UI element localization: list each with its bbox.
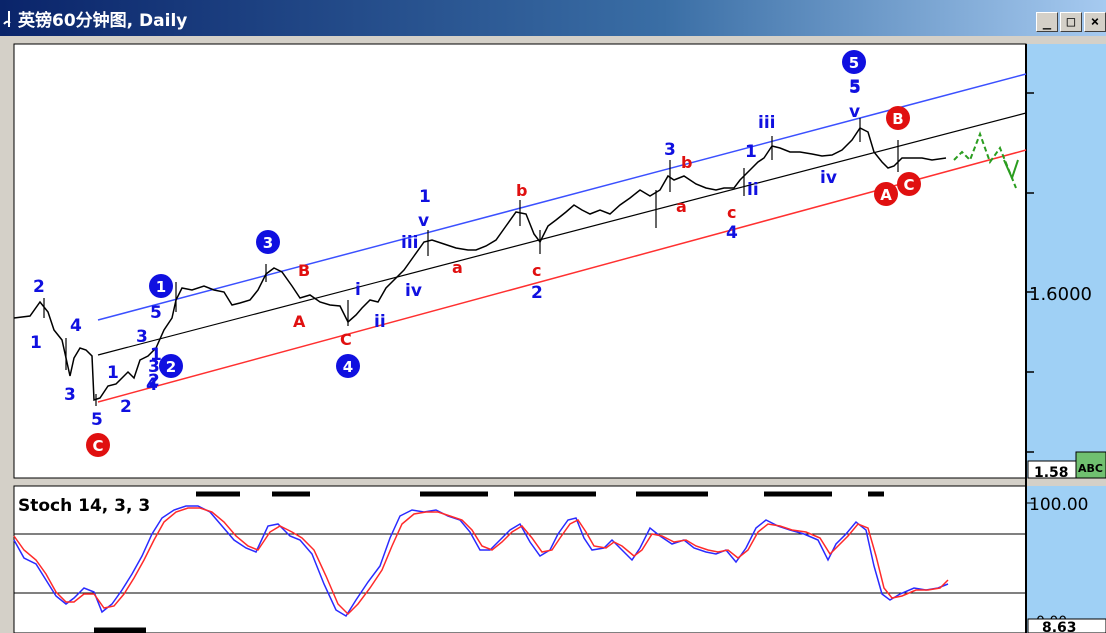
wave-label: c [727, 203, 736, 222]
svg-text:5: 5 [849, 54, 859, 72]
wave-label: A [293, 312, 306, 331]
wave-label: a [452, 258, 463, 277]
circle-label-C: C [897, 172, 921, 196]
red-wave-labels: B A C a b c b a c [293, 153, 736, 349]
svg-text:C: C [92, 437, 103, 455]
stoch-value-tag: 8.63 [1042, 620, 1077, 633]
wave-label: v [849, 102, 860, 122]
wave-label: iv [820, 168, 837, 188]
wave-label: v [418, 211, 429, 231]
circle-label-1: 1 [149, 274, 173, 298]
wave-label: 3 [64, 385, 76, 405]
wave-label: b [516, 181, 527, 200]
wave-label: B [298, 261, 310, 280]
forecast-path [953, 131, 1017, 189]
wave-label: 1 [107, 363, 119, 383]
circle-label-2: 2 [159, 354, 183, 378]
wave-label: 1 [745, 142, 757, 162]
price-axis-label: 1.6000 [1029, 284, 1092, 305]
price-axis-label-bottom: 1.58 [1034, 465, 1069, 481]
price-axis-ticks [1026, 92, 1034, 453]
circle-label-B: B [886, 106, 910, 130]
wave-label: 4 [146, 375, 158, 395]
price-panel[interactable] [13, 43, 1027, 479]
stoch-axis-top: 100.00 [1029, 495, 1088, 515]
wave-label: iii [758, 113, 775, 133]
minimize-button[interactable]: _ [1036, 12, 1058, 32]
circle-label-4: 4 [336, 354, 360, 378]
wave-label: 5 [150, 303, 162, 323]
svg-text:A: A [880, 186, 892, 204]
note-icon [3, 11, 11, 27]
wave-label: 4 [70, 316, 82, 336]
wave-label: 3 [136, 327, 148, 347]
price-tag [1075, 451, 1106, 479]
wave-label: 5 [849, 78, 861, 98]
window-title: 英镑60分钟图, Daily [18, 11, 188, 31]
stoch-d-line [13, 507, 949, 616]
wave-label: ii [747, 180, 759, 200]
wave-label: 4 [726, 223, 738, 243]
blue-wave-labels: 2 1 4 3 5 1 3 2 5 1 2 3 4 i ii iv iii 1 … [30, 77, 861, 430]
wave-label: C [340, 330, 352, 349]
circle-label-3: 3 [256, 230, 280, 254]
wave-label: 2 [148, 371, 160, 391]
price-axis [1026, 44, 1106, 478]
svg-text:4: 4 [343, 358, 353, 376]
circle-label-5: 5 [842, 50, 866, 74]
wave-label: a [676, 197, 687, 216]
channel-middle-line [97, 112, 1027, 356]
wave-label: i [355, 280, 361, 300]
stoch-axis [1026, 486, 1106, 633]
wave-label: 1 [419, 187, 431, 207]
circled-red-labels: C B A C [86, 106, 921, 457]
svg-text:C: C [903, 176, 914, 194]
wave-label: 2 [120, 397, 132, 417]
stoch-panel[interactable] [13, 485, 1027, 633]
price-series-line [13, 127, 947, 402]
maximize-button[interactable]: □ [1060, 12, 1082, 32]
title-bar[interactable]: 英镑60分钟图, Daily _ □ × [0, 0, 1106, 36]
circle-label-C-low: C [86, 433, 110, 457]
price-bars [43, 118, 899, 406]
wave-label: 5 [849, 77, 861, 97]
price-tag-text: ABC [1078, 462, 1103, 475]
circled-blue-labels: 1 2 3 4 5 [149, 50, 866, 378]
wave-label: c [532, 261, 541, 280]
wave-label: 2 [33, 277, 45, 297]
svg-text:B: B [892, 110, 903, 128]
wave-label: 3 [664, 140, 676, 160]
wave-label: 5 [91, 410, 103, 430]
wave-label: iv [405, 281, 422, 301]
svg-text:1: 1 [156, 278, 166, 296]
wave-label: b [681, 153, 692, 172]
svg-text:2: 2 [166, 358, 176, 376]
wave-label: ii [374, 312, 386, 332]
svg-text:3: 3 [263, 234, 273, 252]
wave-label: 2 [531, 283, 543, 303]
stoch-title: Stoch 14, 3, 3 [18, 496, 150, 516]
wave-label: 1 [30, 333, 42, 353]
wave-label: 1 [150, 345, 162, 365]
wave-label: 3 [148, 357, 160, 377]
wave-label: iii [401, 233, 418, 253]
circle-label-A: A [874, 182, 898, 206]
stoch-signal-bars [94, 491, 884, 633]
forecast-arrow [1003, 159, 1019, 181]
channel-lower-line [97, 149, 1027, 403]
channel-upper-line [97, 73, 1027, 321]
